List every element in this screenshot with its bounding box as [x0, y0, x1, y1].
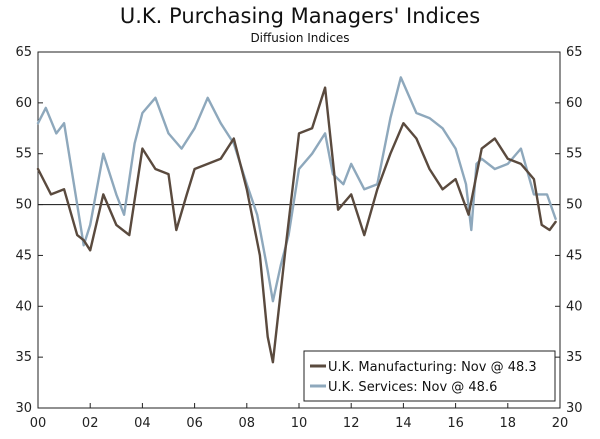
- y-tick-label-right: 55: [566, 147, 583, 162]
- y-tick-label-right: 65: [566, 45, 583, 60]
- y-tick-label-left: 40: [15, 299, 32, 314]
- y-tick-label-right: 40: [566, 299, 583, 314]
- y-tick-label-left: 65: [15, 45, 32, 60]
- x-tick-label: 00: [30, 416, 47, 431]
- y-tick-label-left: 60: [15, 96, 32, 111]
- chart-title: U.K. Purchasing Managers' Indices: [119, 4, 481, 28]
- y-tick-label-right: 50: [566, 198, 583, 213]
- y-tick-label-right: 35: [566, 350, 583, 365]
- legend-box: [303, 350, 556, 402]
- x-tick-label: 14: [395, 416, 412, 431]
- x-tick-label: 06: [186, 416, 203, 431]
- y-tick-label-left: 50: [15, 198, 32, 213]
- x-tick-label: 16: [447, 416, 464, 431]
- series-line-manufacturing: [36, 86, 557, 364]
- x-tick-label: 02: [82, 416, 99, 431]
- x-tick-label: 12: [343, 416, 360, 431]
- x-tick-label: 18: [500, 416, 517, 431]
- y-tick-label-left: 55: [15, 147, 32, 162]
- y-tick-label-right: 30: [566, 401, 583, 416]
- x-tick-label: 08: [239, 416, 256, 431]
- y-tick-label-left: 45: [15, 248, 32, 263]
- legend-label-manufacturing: U.K. Manufacturing: Nov @ 48.3: [328, 360, 537, 375]
- chart-subtitle: Diffusion Indices: [250, 31, 350, 45]
- legend-label-services: U.K. Services: Nov @ 48.6: [328, 380, 497, 395]
- y-tick-label-right: 45: [566, 248, 583, 263]
- y-tick-label-left: 30: [15, 401, 32, 416]
- x-tick-label: 04: [134, 416, 151, 431]
- x-tick-label: 10: [291, 416, 308, 431]
- series-line-services: [36, 76, 557, 303]
- x-tick-label: 20: [552, 416, 569, 431]
- y-tick-label-left: 35: [15, 350, 32, 365]
- y-tick-label-right: 60: [566, 96, 583, 111]
